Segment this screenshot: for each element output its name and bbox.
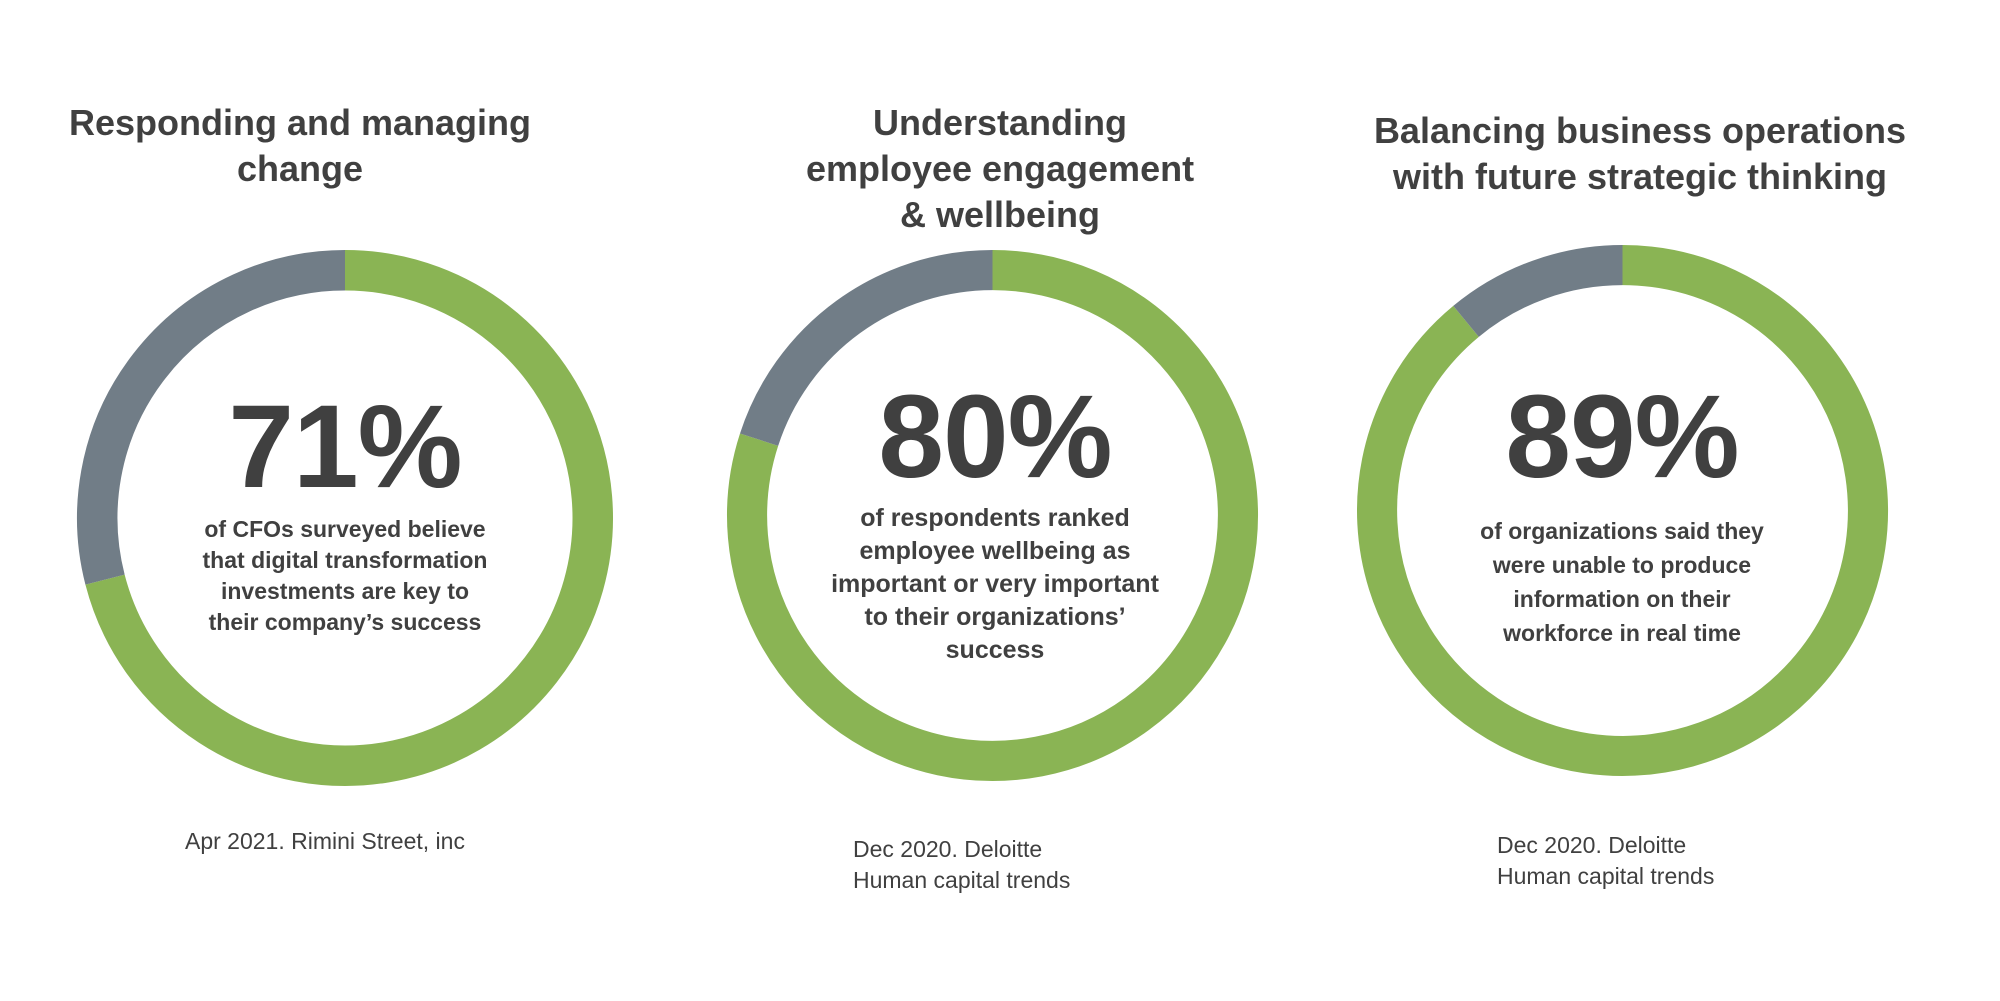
- source-citation: Dec 2020. Deloitte Human capital trends: [1497, 830, 1714, 892]
- source-line: Apr 2021. Rimini Street, inc: [185, 828, 465, 854]
- stat-percentage: 89%: [1505, 371, 1739, 503]
- panel-title: Responding and managing change: [68, 102, 531, 189]
- stat-panel-2: Understanding employee engagement & well…: [700, 0, 1300, 1001]
- source-citation: Apr 2021. Rimini Street, inc: [185, 826, 465, 857]
- donut-center: 71% of CFOs surveyed believe that digita…: [180, 388, 510, 638]
- panel-title: Understanding employee engagement & well…: [805, 102, 1195, 235]
- stat-percentage: 80%: [878, 371, 1112, 503]
- source-citation: Dec 2020. Deloitte Human capital trends: [853, 834, 1070, 896]
- donut-segment-primary: [1357, 245, 1888, 776]
- donut-segment-primary: [85, 250, 613, 786]
- donut-segment-primary: [727, 250, 1258, 781]
- stat-percentage: 71%: [228, 381, 462, 513]
- source-line: Human capital trends: [1497, 863, 1715, 889]
- stat-panel-1: Responding and managing change 71% of CF…: [0, 0, 613, 1001]
- source-line: Dec 2020. Deloitte: [853, 836, 1043, 862]
- stat-description: of CFOs surveyed believe that digital tr…: [202, 516, 488, 635]
- donut-chart: [77, 250, 613, 786]
- donut-center: 89% of organizations said they were unab…: [1447, 378, 1797, 650]
- panel-title: Balancing business operations with futur…: [1373, 110, 1907, 197]
- donut-segment-remainder: [1453, 245, 1623, 338]
- donut-chart: [1357, 245, 1888, 776]
- stat-panel-3: Balancing business operations with futur…: [1320, 0, 1960, 1001]
- donut-segment-remainder: [739, 250, 993, 447]
- donut-chart: [727, 250, 1258, 781]
- source-line: Dec 2020. Deloitte: [1497, 832, 1687, 858]
- donut-center: 80% of respondents ranked employee wellb…: [815, 378, 1175, 667]
- source-line: Human capital trends: [853, 867, 1071, 893]
- stat-description: of respondents ranked employee wellbeing…: [831, 504, 1159, 664]
- stat-description: of organizations said they were unable t…: [1480, 518, 1764, 646]
- donut-segment-remainder: [77, 250, 346, 585]
